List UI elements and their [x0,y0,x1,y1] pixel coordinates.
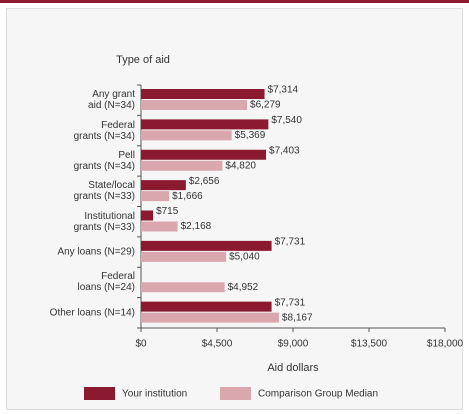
value-label: $4,952 [228,282,259,293]
value-label: $8,167 [282,312,313,323]
x-tick-label: $4,500 [202,339,233,350]
value-label: $2,168 [181,221,212,232]
bar [141,191,170,202]
bar [141,119,269,130]
legend-label: Comparison Group Median [258,389,378,400]
legend-swatch [220,387,251,400]
chart-title: Type of aid [116,54,170,66]
y-tick-label: Federal grants (N=34) [73,119,135,142]
bar [141,160,223,171]
y-tick-label: Other loans (N=14) [49,307,135,319]
value-label: $7,731 [275,237,306,248]
bar [141,251,227,262]
legend-label: Your institution [122,389,187,400]
bar [141,221,178,232]
y-tick-label: State/local grants (N=33) [73,180,135,203]
value-label: $4,820 [225,160,256,171]
legend-swatch [84,387,115,400]
y-tick-label: Pell grants (N=34) [73,149,135,172]
x-tick-label: $9,000 [278,339,309,350]
x-tick-label: $0 [135,339,147,350]
bar [141,301,272,312]
top-rule [0,0,469,3]
y-tick-label: Any grant aid (N=34) [88,89,135,112]
value-label: $7,314 [268,85,299,96]
value-label: $2,656 [189,176,220,187]
value-label: $7,540 [271,115,302,126]
y-tick-label: Institutional grants (N=33) [73,210,135,233]
bar [141,312,279,323]
x-tick-label: $18,000 [427,339,464,350]
bar [141,282,225,293]
bar [141,149,267,160]
y-tick-label: Federal loans (N=24) [77,271,135,294]
bar [141,240,272,251]
bar [141,180,186,191]
value-label: $5,369 [235,130,266,141]
value-label: $1,666 [172,191,203,202]
x-axis-label: Aid dollars [267,362,319,374]
bar [141,89,265,99]
value-label: $7,731 [275,297,306,308]
value-label: $7,403 [269,145,300,156]
bar [141,100,248,110]
bar [141,130,232,141]
value-label: $715 [156,206,179,217]
bar [141,210,154,221]
value-label: $5,040 [229,252,260,263]
panel [6,8,463,410]
value-label: $6,279 [250,100,281,111]
x-tick-label: $13,500 [351,339,388,350]
y-tick-label: Any loans (N=29) [57,246,135,258]
